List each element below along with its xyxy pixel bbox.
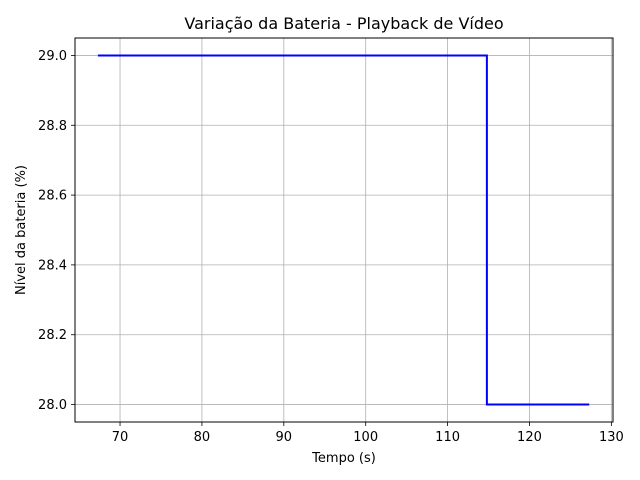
x-axis: 70 80 90 100 110 120 130	[112, 422, 624, 445]
x-tick-label: 120	[517, 430, 542, 445]
x-tick-label: 70	[112, 430, 129, 445]
battery-level-line	[97, 54, 590, 406]
y-tick-label: 28.6	[38, 189, 67, 204]
y-tick-label: 28.4	[38, 258, 67, 273]
plot-frame	[74, 37, 614, 423]
y-tick-label: 28.8	[38, 119, 67, 134]
y-tick-label: 28.2	[38, 328, 67, 343]
plot-series	[97, 54, 590, 406]
x-tick-label: 90	[276, 430, 293, 445]
chart-title: Variação da Bateria - Playback de Vídeo	[184, 14, 503, 33]
x-tick-label: 80	[194, 430, 211, 445]
x-tick-label: 100	[353, 430, 378, 445]
x-tick-label: 110	[435, 430, 460, 445]
x-axis-label: Tempo (s)	[311, 451, 376, 466]
y-tick-label: 28.0	[38, 398, 67, 413]
x-tick-label: 130	[599, 430, 624, 445]
y-axis: 28.0 28.2 28.4 28.6 28.8 29.0	[38, 49, 75, 413]
y-tick-label: 29.0	[38, 49, 67, 64]
grid	[75, 38, 613, 422]
y-axis-label: Nível da bateria (%)	[14, 165, 29, 295]
